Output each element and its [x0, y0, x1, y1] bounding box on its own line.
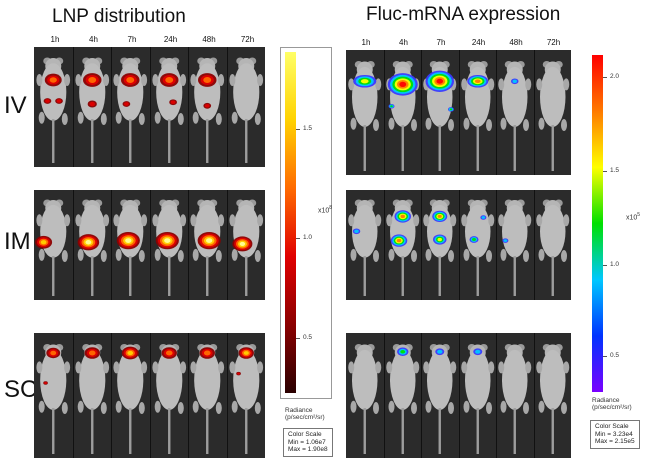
mouse-image [188, 190, 227, 300]
route-label-im: IM [4, 228, 31, 255]
mouse-image [188, 333, 227, 458]
mouse-image [149, 333, 188, 458]
fluc-colorbar-tick-1-0: 1.0 [610, 261, 620, 268]
fluc-color-scale-box: Color Scale Min = 3.23e4 Max = 2.15e5 [590, 420, 640, 449]
mouse-image [72, 47, 111, 167]
mouse-image [496, 333, 534, 458]
fluc-colorbar-tick-2-0: 2.0 [610, 73, 620, 80]
mouse-image [34, 47, 73, 167]
fluc-timepoint-4h: 4h [399, 38, 408, 47]
mouse-image [149, 47, 188, 167]
mouse-image [383, 333, 421, 458]
mouse-image [188, 47, 227, 167]
mouse-image [346, 50, 384, 175]
lnp-colorbar-tick-0-5: 0.5 [303, 334, 313, 341]
mouse-image [226, 47, 265, 167]
lnp-timepoint-4h: 4h [89, 35, 98, 44]
mouse-image [383, 50, 421, 175]
fluc-timepoint-1h: 1h [361, 38, 371, 47]
image-strip-lnp-iv [34, 47, 265, 167]
fluc-colorbar [592, 55, 603, 392]
lnp-colorbar-tick-1-5: 1.5 [303, 125, 313, 132]
lnp-colorbar [285, 52, 296, 393]
lnp-timepoint-1h: 1h [50, 35, 60, 44]
image-strip-fluc-iv [346, 50, 571, 175]
mouse-image [533, 50, 571, 175]
route-label-iv: IV [4, 92, 27, 119]
mouse-image [346, 190, 384, 300]
lnp-timepoint-24h: 24h [163, 35, 178, 44]
mouse-image [421, 333, 459, 458]
mouse-image [458, 50, 496, 175]
mouse-image [72, 190, 111, 300]
lnp-color-scale-box: Color Scale Min = 1.06e7 Max = 1.90e8 [283, 428, 333, 457]
lnp-colorbar-tick-1-0: 1.0 [303, 234, 313, 241]
mouse-image [149, 190, 188, 300]
image-strip-fluc-im [346, 190, 571, 300]
mouse-image [533, 190, 571, 300]
fluc-colorbar-tick-1-5: 1.5 [610, 167, 620, 174]
lnp-timepoint-72h: 72h [240, 35, 255, 44]
lnp-timepoint-7h: 7h [127, 35, 137, 44]
mouse-image [34, 190, 73, 300]
mouse-image [34, 333, 73, 458]
fluc-timepoint-48h: 48h [509, 38, 523, 47]
fluc-timepoint-7h: 7h [436, 38, 446, 47]
mouse-image [533, 333, 571, 458]
fluc-radiance-label: Radiance (p/sec/cm²/sr) [592, 397, 632, 411]
mouse-image [458, 190, 496, 300]
mouse-image [421, 50, 459, 175]
fluc-timepoint-72h: 72h [546, 38, 561, 47]
lnp-timepoint-48h: 48h [202, 35, 216, 44]
lnp-colorbar-unit: x108 [318, 205, 333, 215]
route-label-sc: SC [4, 376, 38, 403]
fluc-colorbar-tick-0-5: 0.5 [610, 352, 620, 359]
mouse-image [72, 333, 111, 458]
mouse-image [111, 47, 150, 167]
right-panel-title: Fluc-mRNA expression [366, 4, 561, 25]
mouse-image [111, 190, 150, 300]
image-strip-fluc-sc [346, 333, 571, 458]
mouse-image [346, 333, 384, 458]
mouse-image [496, 50, 534, 175]
mouse-image [226, 333, 265, 458]
mouse-image [226, 190, 265, 300]
mouse-image [383, 190, 421, 300]
mouse-image [421, 190, 459, 300]
left-panel-title: LNP distribution [52, 6, 186, 27]
fluc-timepoint-24h: 24h [471, 38, 486, 47]
mouse-image [458, 333, 496, 458]
mouse-image [111, 333, 150, 458]
image-strip-lnp-im [34, 190, 265, 300]
lnp-radiance-label: Radiance (p/sec/cm²/sr) [285, 407, 325, 421]
image-strip-lnp-sc [34, 333, 265, 458]
fluc-colorbar-unit: x105 [626, 212, 641, 222]
mouse-image [496, 190, 534, 300]
